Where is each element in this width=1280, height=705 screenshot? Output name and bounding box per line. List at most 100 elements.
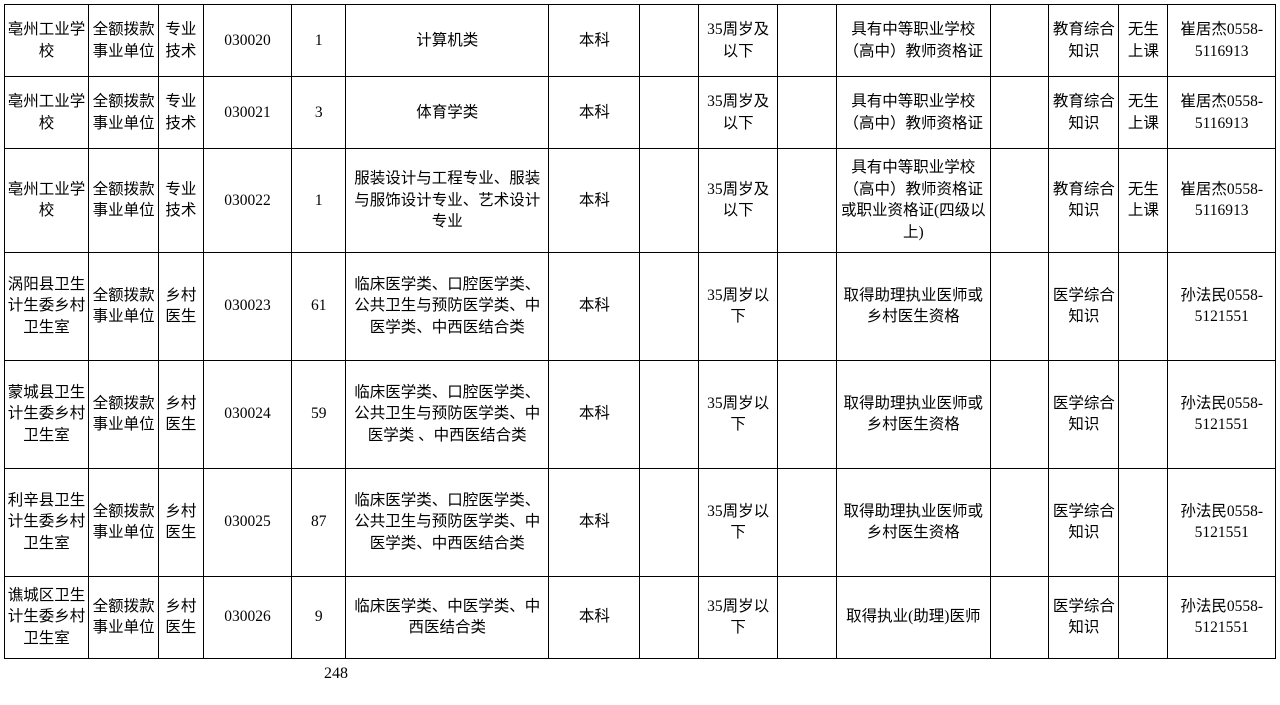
- table-cell: 孙法民0558-5121551: [1168, 360, 1276, 468]
- table-cell: [778, 77, 836, 149]
- table-cell: [990, 5, 1048, 77]
- table-cell: [640, 360, 698, 468]
- table-cell: [778, 252, 836, 360]
- table-cell: 专业技术: [159, 77, 203, 149]
- table-cell: 专业技术: [159, 5, 203, 77]
- table-cell: 临床医学类、口腔医学类、公共卫生与预防医学类、中医学类 、中西医结合类: [346, 360, 549, 468]
- table-cell: 本科: [549, 77, 640, 149]
- table-cell: [990, 149, 1048, 253]
- table-cell: 取得助理执业医师或乡村医生资格: [836, 360, 990, 468]
- table-cell: 亳州工业学校: [5, 149, 89, 253]
- table-cell: 本科: [549, 360, 640, 468]
- table-cell: 涡阳县卫生计生委乡村卫生室: [5, 252, 89, 360]
- table-cell: [640, 5, 698, 77]
- page-container: 亳州工业学校全额拨款事业单位专业技术0300201计算机类本科35周岁及以下具有…: [4, 4, 1276, 683]
- table-cell: 35周岁以下: [698, 468, 777, 576]
- recruitment-table: 亳州工业学校全额拨款事业单位专业技术0300201计算机类本科35周岁及以下具有…: [4, 4, 1276, 659]
- table-cell: 具有中等职业学校（高中）教师资格证或职业资格证(四级以上): [836, 149, 990, 253]
- table-cell: 谯城区卫生计生委乡村卫生室: [5, 576, 89, 658]
- table-cell: 具有中等职业学校（高中）教师资格证: [836, 77, 990, 149]
- table-cell: 亳州工业学校: [5, 5, 89, 77]
- table-cell: 61: [292, 252, 346, 360]
- table-cell: 全额拨款事业单位: [89, 576, 159, 658]
- table-cell: 本科: [549, 5, 640, 77]
- table-cell: 崔居杰0558-5116913: [1168, 77, 1276, 149]
- table-row: 蒙城县卫生计生委乡村卫生室全额拨款事业单位乡村医生03002459临床医学类、口…: [5, 360, 1276, 468]
- page-number: 248: [4, 665, 1276, 683]
- table-cell: 3: [292, 77, 346, 149]
- table-cell: 医学综合知识: [1049, 252, 1119, 360]
- table-cell: [640, 149, 698, 253]
- table-cell: [640, 576, 698, 658]
- table-cell: 本科: [549, 576, 640, 658]
- table-cell: 35周岁以下: [698, 360, 777, 468]
- table-cell: [640, 77, 698, 149]
- table-row: 亳州工业学校全额拨款事业单位专业技术0300221服装设计与工程专业、服装与服饰…: [5, 149, 1276, 253]
- table-cell: 全额拨款事业单位: [89, 77, 159, 149]
- table-cell: 孙法民0558-5121551: [1168, 252, 1276, 360]
- table-cell: 35周岁及以下: [698, 77, 777, 149]
- table-row: 谯城区卫生计生委乡村卫生室全额拨款事业单位乡村医生0300269临床医学类、中医…: [5, 576, 1276, 658]
- table-cell: 临床医学类、口腔医学类、公共卫生与预防医学类、中医学类、中西医结合类: [346, 252, 549, 360]
- table-cell: 030024: [203, 360, 292, 468]
- table-cell: 体育学类: [346, 77, 549, 149]
- table-row: 涡阳县卫生计生委乡村卫生室全额拨款事业单位乡村医生03002361临床医学类、口…: [5, 252, 1276, 360]
- table-cell: 35周岁以下: [698, 252, 777, 360]
- table-row: 利辛县卫生计生委乡村卫生室全额拨款事业单位乡村医生03002587临床医学类、口…: [5, 468, 1276, 576]
- table-cell: 孙法民0558-5121551: [1168, 576, 1276, 658]
- table-cell: 全额拨款事业单位: [89, 468, 159, 576]
- table-cell: 崔居杰0558-5116913: [1168, 5, 1276, 77]
- table-cell: 医学综合知识: [1049, 360, 1119, 468]
- table-cell: 计算机类: [346, 5, 549, 77]
- table-cell: [990, 360, 1048, 468]
- table-cell: 利辛县卫生计生委乡村卫生室: [5, 468, 89, 576]
- table-cell: 崔居杰0558-5116913: [1168, 149, 1276, 253]
- table-cell: [990, 468, 1048, 576]
- table-cell: 全额拨款事业单位: [89, 360, 159, 468]
- table-cell: 专业技术: [159, 149, 203, 253]
- table-cell: [640, 252, 698, 360]
- table-cell: 本科: [549, 468, 640, 576]
- table-cell: 乡村医生: [159, 468, 203, 576]
- table-cell: 本科: [549, 149, 640, 253]
- table-cell: 教育综合知识: [1049, 77, 1119, 149]
- table-cell: 服装设计与工程专业、服装与服饰设计专业、艺术设计专业: [346, 149, 549, 253]
- table-cell: [1119, 576, 1168, 658]
- table-cell: 乡村医生: [159, 576, 203, 658]
- table-row: 亳州工业学校全额拨款事业单位专业技术0300213体育学类本科35周岁及以下具有…: [5, 77, 1276, 149]
- table-cell: 医学综合知识: [1049, 576, 1119, 658]
- table-cell: [778, 5, 836, 77]
- table-cell: [990, 576, 1048, 658]
- table-cell: [1119, 252, 1168, 360]
- table-cell: 医学综合知识: [1049, 468, 1119, 576]
- table-cell: 35周岁以下: [698, 576, 777, 658]
- table-cell: 取得执业(助理)医师: [836, 576, 990, 658]
- table-cell: 030025: [203, 468, 292, 576]
- table-cell: [778, 576, 836, 658]
- table-cell: 取得助理执业医师或乡村医生资格: [836, 252, 990, 360]
- table-cell: 9: [292, 576, 346, 658]
- table-cell: 孙法民0558-5121551: [1168, 468, 1276, 576]
- table-cell: 具有中等职业学校（高中）教师资格证: [836, 5, 990, 77]
- table-cell: 乡村医生: [159, 360, 203, 468]
- table-cell: [778, 360, 836, 468]
- table-row: 亳州工业学校全额拨款事业单位专业技术0300201计算机类本科35周岁及以下具有…: [5, 5, 1276, 77]
- table-cell: 无生上课: [1119, 5, 1168, 77]
- table-cell: 全额拨款事业单位: [89, 252, 159, 360]
- table-cell: 教育综合知识: [1049, 5, 1119, 77]
- table-cell: 亳州工业学校: [5, 77, 89, 149]
- table-cell: 87: [292, 468, 346, 576]
- table-cell: [778, 149, 836, 253]
- table-cell: 1: [292, 5, 346, 77]
- table-cell: 030023: [203, 252, 292, 360]
- table-cell: 教育综合知识: [1049, 149, 1119, 253]
- table-cell: 本科: [549, 252, 640, 360]
- table-cell: 全额拨款事业单位: [89, 149, 159, 253]
- table-cell: 030022: [203, 149, 292, 253]
- table-cell: 取得助理执业医师或乡村医生资格: [836, 468, 990, 576]
- table-cell: 无生上课: [1119, 77, 1168, 149]
- table-cell: [990, 252, 1048, 360]
- table-cell: 1: [292, 149, 346, 253]
- table-cell: [1119, 360, 1168, 468]
- table-cell: 030026: [203, 576, 292, 658]
